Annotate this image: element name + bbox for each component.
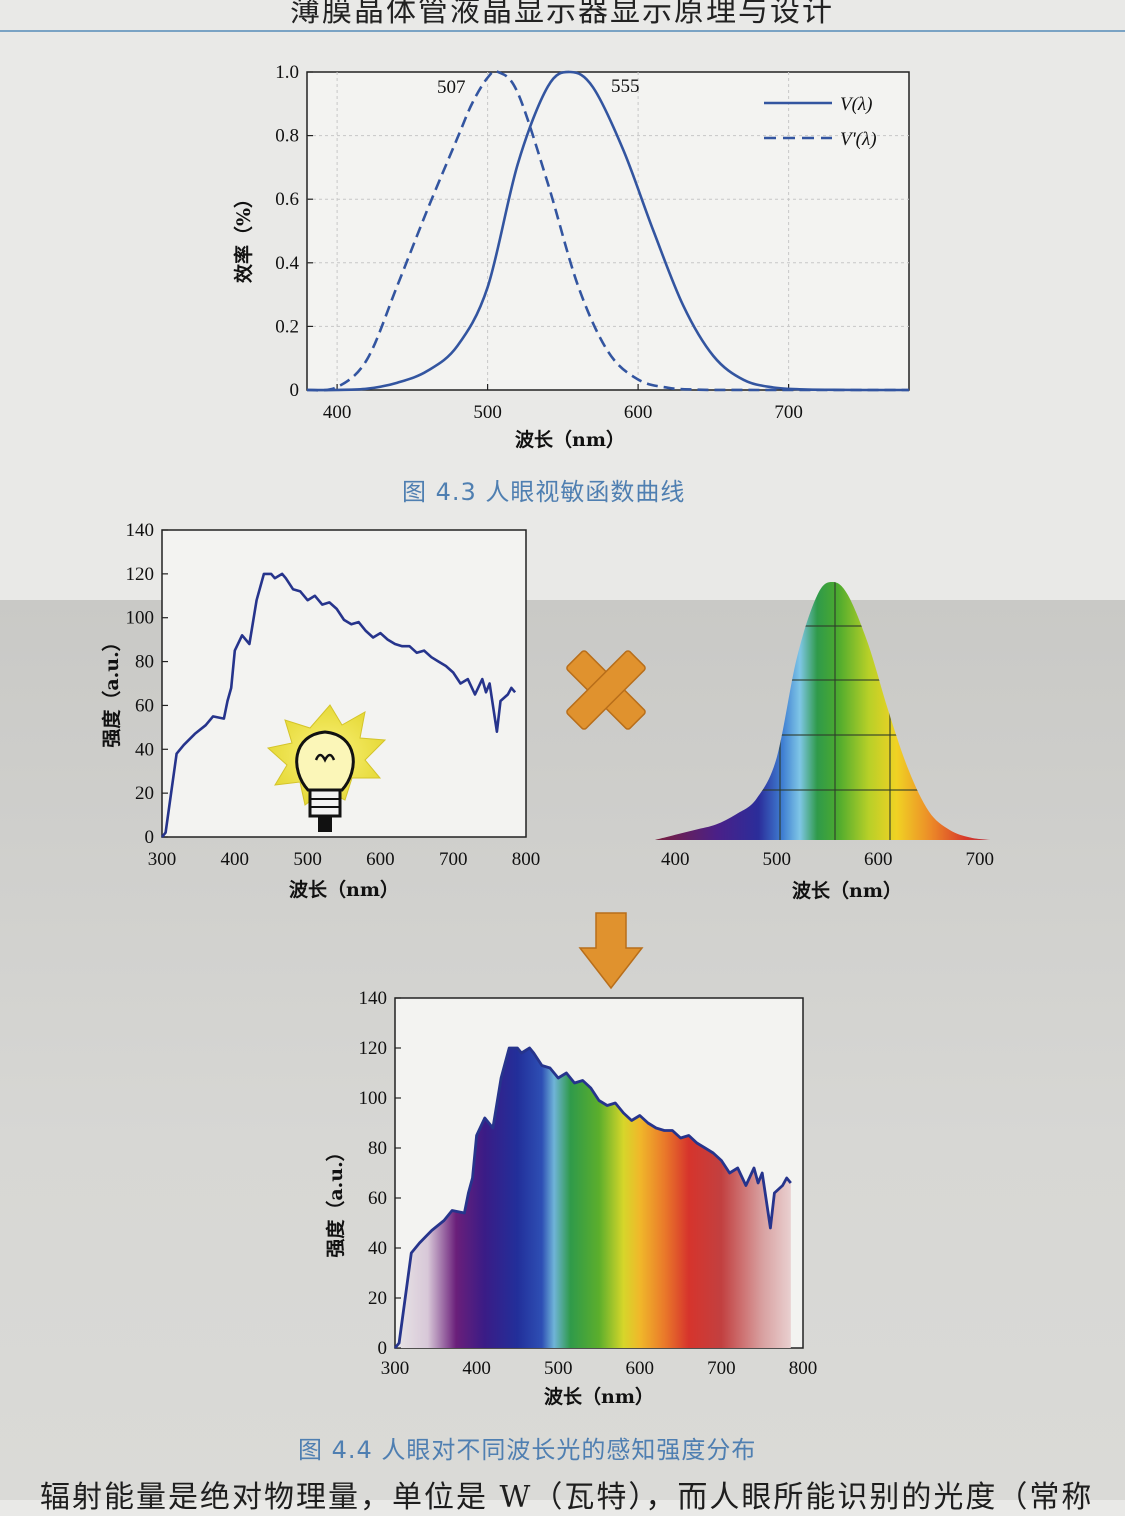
- y-tick-label: 60: [135, 695, 154, 716]
- body-text-line: 辐射能量是绝对物理量，单位是 W（瓦特），而人眼所能识别的光度（常称: [40, 1480, 1094, 1515]
- fig43-ylabel: 效率（%）: [232, 189, 255, 283]
- fig43-peak-label-507: 507: [437, 77, 466, 98]
- x-tick-label: 800: [789, 1358, 818, 1379]
- x-tick-label: 600: [366, 849, 395, 870]
- fig44a-ylabel: 强度（a.u.）: [100, 632, 123, 747]
- x-tick-label: 600: [626, 1358, 655, 1379]
- y-tick-label: 20: [368, 1288, 387, 1309]
- running-header: 薄膜晶体管液晶显示器显示原理与设计: [290, 0, 834, 29]
- y-tick-label: 80: [368, 1138, 387, 1159]
- y-tick-label: 140: [359, 988, 388, 1009]
- x-tick-label: 400: [462, 1358, 491, 1379]
- y-tick-label: 0.8: [275, 126, 299, 147]
- y-tick-label: 140: [126, 520, 155, 541]
- fig44a-chart: 300 400 500 600 700 800 0 20 40 60 80 100 120 140 波长（…: [100, 520, 540, 901]
- fig43-legend: V(λ) V'(λ): [764, 94, 877, 150]
- x-tick-label: 600: [624, 402, 653, 423]
- x-tick-label: 800: [512, 849, 541, 870]
- y-tick-label: 100: [126, 608, 155, 629]
- x-tick-label: 700: [774, 402, 803, 423]
- fig43-lines: [306, 69, 909, 392]
- y-tick-label: 0.6: [275, 189, 299, 210]
- multiply-bar: [566, 650, 646, 730]
- x-tick-label: 500: [763, 849, 792, 870]
- y-tick-label: 120: [359, 1038, 388, 1059]
- x-tick-label: 300: [381, 1358, 410, 1379]
- multiply-icon: [566, 650, 646, 730]
- fig43-chart: 400 500 600 700 0 0.2 0.4 0.6 0.8 1.0 507 555 V(λ…: [232, 62, 910, 451]
- series-line: [306, 69, 909, 392]
- fig43-grid: [307, 72, 909, 390]
- y-tick-label: 100: [359, 1088, 388, 1109]
- x-tick-label: 500: [544, 1358, 573, 1379]
- fig44b-ticks: 400 500 600 700: [661, 849, 994, 870]
- y-tick-label: 20: [135, 783, 154, 804]
- fig44c-ticks: 300 400 500 600 700 800 0 20 40 60 80 100 120 140: [359, 988, 818, 1379]
- arrow-down-icon: [578, 912, 644, 990]
- header-rule: [0, 30, 1125, 32]
- x-tick-label: 500: [473, 402, 502, 423]
- fig44a-xlabel: 波长（nm）: [289, 878, 399, 901]
- light-bulb-icon: [266, 704, 387, 832]
- fig44c-lines: [393, 1046, 792, 1349]
- series-line: [160, 572, 517, 838]
- bulb-tip: [318, 816, 332, 832]
- fig44c-xlabel: 波长（nm）: [544, 1385, 654, 1408]
- fig43-plot-area: [306, 71, 910, 391]
- y-tick-label: 120: [126, 564, 155, 585]
- x-tick-label: 700: [965, 849, 994, 870]
- y-tick-label: 0.4: [275, 253, 299, 274]
- fig43-peak-label-555: 555: [611, 76, 640, 97]
- caption-fig44: 图 4.4 人眼对不同波长光的感知强度分布: [298, 1436, 757, 1464]
- x-tick-label: 700: [707, 1358, 736, 1379]
- y-tick-label: 0: [378, 1338, 388, 1359]
- bulb-filament: [314, 753, 336, 763]
- x-tick-label: 600: [864, 849, 893, 870]
- legend-label-vprime: V'(λ): [840, 129, 877, 150]
- fig44b-chart: 400 500 600 700 波长（nm）: [655, 582, 994, 902]
- fig43-xlabel: 波长（nm）: [515, 428, 625, 451]
- fig44c-ylabel: 强度（a.u.）: [324, 1142, 347, 1257]
- y-tick-label: 0: [145, 827, 155, 848]
- series-line: [393, 1046, 792, 1349]
- y-tick-label: 0.2: [275, 316, 299, 337]
- y-tick-label: 1.0: [275, 62, 299, 83]
- legend-label-v: V(λ): [840, 94, 873, 115]
- y-tick-label: 40: [135, 739, 154, 760]
- x-tick-label: 400: [661, 849, 690, 870]
- y-tick-label: 40: [368, 1238, 387, 1259]
- fig44a-lines: [160, 572, 517, 838]
- x-tick-label: 700: [439, 849, 468, 870]
- fig44b-xlabel: 波长（nm）: [792, 879, 902, 902]
- x-tick-label: 300: [148, 849, 177, 870]
- x-tick-label: 500: [293, 849, 322, 870]
- fig43-ticks: 400 500 600 700 0 0.2 0.4 0.6 0.8 1.0: [275, 62, 803, 423]
- y-tick-label: 60: [368, 1188, 387, 1209]
- arrow-shape: [578, 912, 644, 990]
- fig44b-spectrum-area: [655, 582, 990, 840]
- bulb-base: [308, 788, 342, 818]
- fig44c-chart: 300 400 500 600 700 800 0 20 40 60 80 100 120 140 波长（…: [324, 988, 817, 1408]
- y-tick-label: 80: [135, 652, 154, 673]
- x-tick-label: 400: [323, 402, 352, 423]
- x-tick-label: 400: [221, 849, 250, 870]
- fig44a-ticks: 300 400 500 600 700 800 0 20 40 60 80 100 120 140: [126, 520, 541, 870]
- caption-fig43: 图 4.3 人眼视敏函数曲线: [402, 478, 686, 506]
- y-tick-label: 0: [290, 380, 300, 401]
